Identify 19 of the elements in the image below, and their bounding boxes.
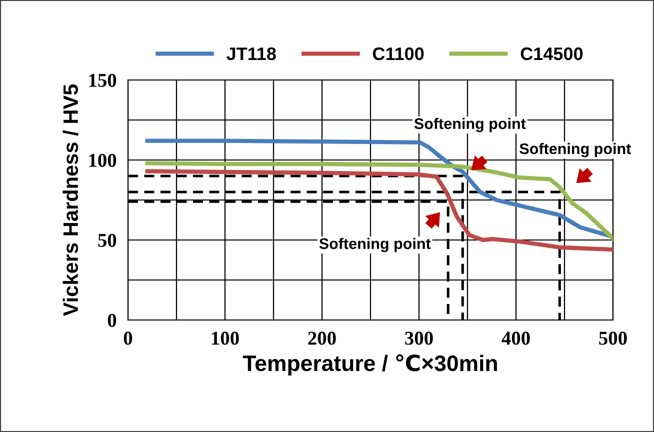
x-tick-label: 100 [212, 332, 239, 345]
y-tick-label: 150 [89, 74, 116, 87]
legend-label: JT118 [226, 47, 276, 60]
x-tick-label: 300 [405, 332, 433, 345]
x-axis-title: Temperature / ℃×30min [242, 354, 497, 376]
annotation: Softening point [414, 118, 526, 132]
x-tick-label: 200 [308, 332, 336, 345]
x-tick-label: 0 [124, 332, 132, 345]
legend-label: C14500 [520, 47, 583, 60]
x-tick-label: 500 [599, 332, 627, 345]
legend-label: C1100 [372, 47, 424, 60]
annotation: Softening point [520, 142, 631, 158]
y-tick-label: 0 [108, 314, 116, 327]
y-axis-title: Vickers Hardness / HV5 [62, 84, 78, 316]
annotation: Softening point [319, 238, 431, 252]
y-tick-label: 50 [98, 234, 116, 247]
y-tick-label: 100 [89, 154, 116, 167]
x-tick-label: 400 [502, 332, 530, 345]
line-series [145, 169, 613, 252]
